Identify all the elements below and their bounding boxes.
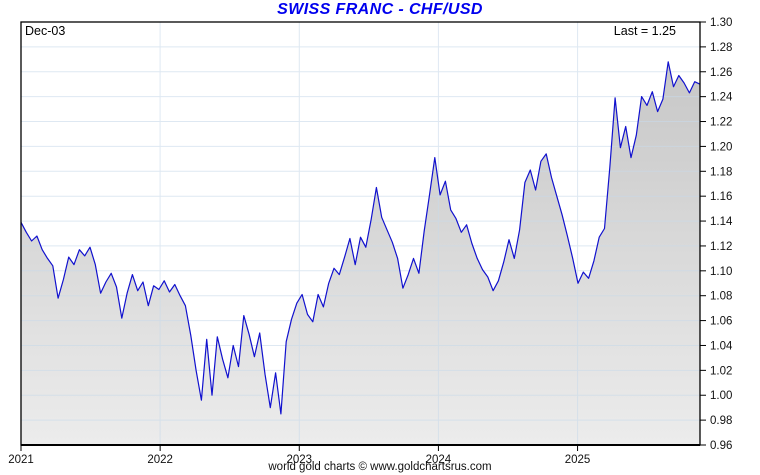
last-value-label: Last = 1.25 [613, 24, 676, 38]
y-tick-label: 1.24 [710, 92, 733, 104]
price-area [21, 61, 700, 446]
y-tick-label: 0.96 [710, 440, 732, 452]
gridlines [21, 22, 700, 445]
y-tick-label: 1.30 [710, 17, 732, 29]
footer-credit: world gold charts © www.goldchartsrus.co… [268, 461, 492, 473]
y-tick-label: 1.10 [710, 266, 732, 278]
date-label: Dec-03 [25, 24, 66, 38]
y-tick-label: 1.28 [710, 42, 732, 54]
y-tick-label: 1.20 [710, 141, 732, 153]
x-tick-label: 2025 [565, 454, 591, 466]
y-tick-label: 1.26 [710, 67, 732, 79]
y-tick-label: 1.14 [710, 216, 733, 228]
x-tick-label: 2022 [147, 454, 173, 466]
chart-title: SWISS FRANC - CHF/USD [277, 1, 483, 18]
y-tick-label: 1.16 [710, 191, 732, 203]
y-tick-label: 1.22 [710, 117, 732, 129]
y-tick-label: 1.12 [710, 241, 732, 253]
x-tick-label: 2021 [8, 454, 34, 466]
y-tick-label: 1.02 [710, 365, 732, 377]
y-tick-label: 0.98 [710, 415, 732, 427]
y-tick-label: 1.06 [710, 316, 732, 328]
price-line [20, 61, 701, 415]
x-axis: 2021 2022 2023 2024 2025 [8, 445, 590, 466]
y-tick-label: 1.04 [710, 340, 733, 352]
x-tick-label: 2024 [426, 454, 452, 466]
y-tick-label: 1.08 [710, 291, 732, 303]
y-tick-label: 1.00 [710, 390, 732, 402]
x-tick-label: 2023 [286, 454, 312, 466]
y-tick-label: 1.18 [710, 166, 732, 178]
y-axis: 0.96 0.98 1.00 1.02 1.04 1.06 1.08 1.10 1.12 1.14… [700, 17, 733, 452]
